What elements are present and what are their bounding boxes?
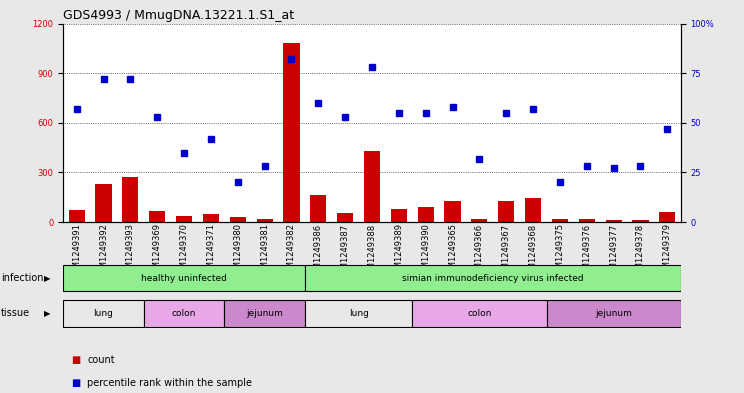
Bar — [225, 300, 305, 327]
Bar — [525, 198, 541, 222]
Text: healthy uninfected: healthy uninfected — [141, 274, 227, 283]
Bar — [230, 217, 246, 222]
Bar — [659, 212, 676, 222]
Text: ■: ■ — [71, 378, 80, 388]
Bar — [444, 201, 461, 222]
Bar — [176, 216, 192, 222]
Text: colon: colon — [467, 309, 492, 318]
Bar — [203, 214, 219, 222]
Bar — [122, 177, 138, 222]
Text: lung: lung — [94, 309, 113, 318]
Bar — [68, 211, 85, 222]
Bar — [552, 219, 568, 222]
Text: infection: infection — [1, 273, 43, 283]
Bar — [579, 219, 595, 222]
Bar — [417, 207, 434, 222]
Bar — [498, 200, 514, 222]
Bar — [606, 220, 622, 222]
Bar — [144, 300, 225, 327]
Bar — [283, 44, 300, 222]
Bar — [305, 265, 681, 291]
Text: simian immunodeficiency virus infected: simian immunodeficiency virus infected — [402, 274, 583, 283]
Bar — [547, 300, 681, 327]
Bar — [364, 151, 380, 222]
Bar — [472, 219, 487, 222]
Text: ■: ■ — [71, 354, 80, 365]
Bar — [391, 209, 407, 222]
Text: jejunum: jejunum — [246, 309, 283, 318]
Bar — [337, 213, 353, 222]
Bar — [257, 219, 272, 222]
Text: lung: lung — [349, 309, 368, 318]
Text: percentile rank within the sample: percentile rank within the sample — [87, 378, 252, 388]
Bar — [63, 265, 305, 291]
Text: tissue: tissue — [1, 309, 30, 318]
Text: count: count — [87, 354, 115, 365]
Text: ▶: ▶ — [44, 309, 50, 318]
Bar — [632, 220, 649, 222]
Bar — [412, 300, 547, 327]
Text: GDS4993 / MmugDNA.13221.1.S1_at: GDS4993 / MmugDNA.13221.1.S1_at — [63, 9, 295, 22]
Bar — [95, 184, 112, 222]
Text: jejunum: jejunum — [595, 309, 632, 318]
Bar — [63, 300, 144, 327]
Bar — [149, 211, 165, 222]
Text: ▶: ▶ — [44, 274, 50, 283]
Bar — [305, 300, 412, 327]
Bar — [310, 195, 327, 222]
Text: colon: colon — [172, 309, 196, 318]
